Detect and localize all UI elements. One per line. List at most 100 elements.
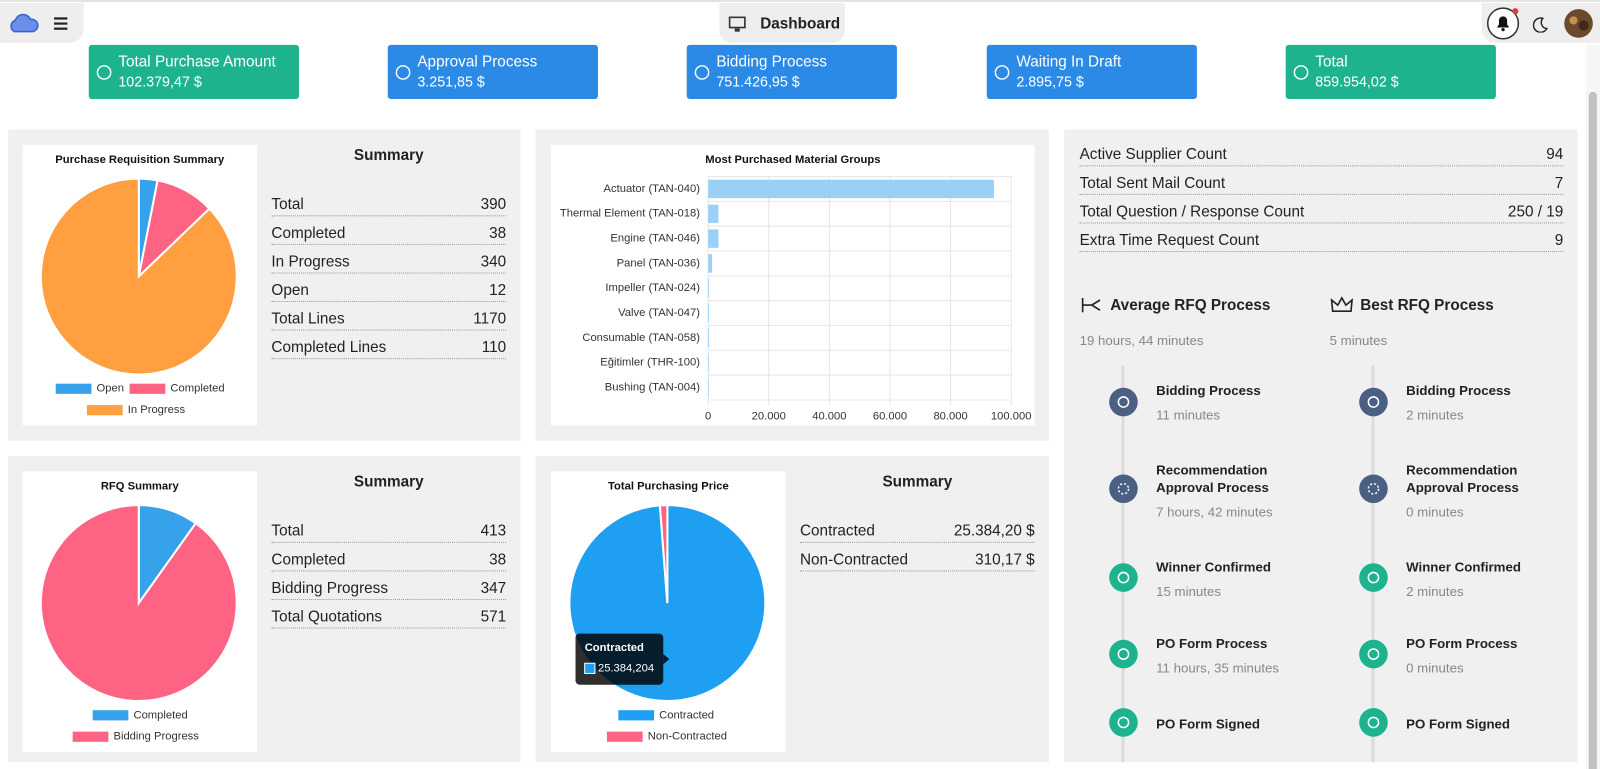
step-icon-circle [1109, 474, 1138, 504]
process-step: Recommendation Approval Process 7 hours, … [1156, 461, 1299, 519]
right-nav [1481, 3, 1600, 43]
summary-label: Completed Lines [271, 338, 387, 357]
bar [708, 254, 713, 273]
chart: RFQ Summary Completed Bidding Progress [22, 471, 258, 753]
tooltip-value: 25.384,204 [598, 662, 654, 674]
step-name: PO Form Process [1406, 635, 1518, 652]
x-tick-label: 80.000 [933, 410, 967, 422]
process-step: PO Form Signed [1156, 715, 1299, 766]
summary-value: 571 [480, 608, 507, 626]
chart-title: RFQ Summary [101, 481, 180, 493]
stat-row: Active Supplier Count 94 [1079, 145, 1564, 167]
tooltip-box [575, 633, 664, 685]
summary-label: Total [271, 522, 304, 540]
process-title: Average RFQ Process [1110, 296, 1271, 315]
step-name: Bidding Process [1406, 382, 1511, 398]
dashboard-icon [728, 16, 746, 32]
kpi-value: 2.895,75 $ [1016, 73, 1084, 90]
step-duration: 0 minutes [1406, 504, 1464, 520]
menu-button[interactable] [53, 16, 69, 30]
step-icon-glyph [1117, 716, 1130, 729]
kpi-card: Bidding Process 751.426,95 $ [686, 44, 897, 99]
step-name: Recommendation Approval Process [1156, 462, 1269, 495]
stat-label: Total Sent Mail Count [1079, 174, 1226, 192]
stat-row: Extra Time Request Count 9 [1079, 231, 1564, 253]
stat-value: 94 [1546, 145, 1564, 164]
process-step: Recommendation Approval Process 0 minutes [1406, 461, 1549, 519]
step-icon-circle [1359, 563, 1388, 592]
summary-label: Total [271, 195, 304, 214]
scrollbar[interactable] [1585, 44, 1600, 769]
tooltip-swatch [584, 662, 596, 674]
step-icon [1359, 708, 1388, 737]
summary-row: Total Lines 1170 [271, 309, 507, 331]
logo[interactable] [8, 11, 39, 35]
kpi-icon [994, 65, 1010, 80]
step-icon-circle [1109, 639, 1138, 669]
stat-label: Total Question / Response Count [1079, 203, 1305, 221]
step-icon-glyph [1117, 482, 1130, 495]
step-duration: 11 minutes [1156, 407, 1221, 423]
step-duration: 2 minutes [1406, 583, 1464, 599]
summary-label: Non-Contracted [799, 551, 909, 569]
legend-swatch [606, 731, 643, 742]
step-icon-circle [1359, 639, 1388, 669]
legend-label: Bidding Progress [113, 731, 199, 743]
step-icon-glyph [1367, 716, 1380, 729]
kpi-icon-shape [694, 65, 710, 80]
pie-slice [39, 177, 238, 376]
legend-label: Open [97, 383, 124, 395]
x-tick-label: 20.000 [752, 410, 786, 422]
summary-row: Completed 38 [271, 550, 507, 572]
bar [708, 353, 709, 372]
y-tick-label: Engine (TAN-046) [610, 233, 700, 245]
summary-label: Total Quotations [271, 608, 383, 626]
step-icon [1359, 639, 1388, 669]
kpi-value: 3.251,85 $ [417, 73, 485, 90]
left-nav [0, 3, 84, 43]
x-tick-label: 100.000 [991, 410, 1032, 422]
kpi-icon [96, 65, 112, 80]
y-tick-label: Bushing (TAN-004) [605, 382, 700, 394]
bar [708, 378, 709, 397]
kpi-icon-shape [395, 65, 411, 80]
summary-value: 340 [480, 253, 507, 271]
step-icon-glyph [1117, 648, 1130, 660]
stat-label: Extra Time Request Count [1079, 231, 1260, 249]
summary-label: In Progress [271, 253, 350, 271]
summary-title: Summary [353, 473, 424, 491]
step-icon [1359, 563, 1388, 592]
step-duration: 7 hours, 42 minutes [1156, 504, 1273, 520]
kpi-label: Approval Process [417, 53, 538, 71]
stat-row: Total Sent Mail Count 7 [1079, 173, 1564, 195]
step-icon [1109, 639, 1138, 669]
summary-label: Completed [271, 224, 346, 242]
user-avatar[interactable] [1563, 8, 1594, 39]
summary-label: Bidding Progress [271, 579, 388, 597]
legend-swatch [129, 383, 166, 394]
legend-label: Contracted [659, 709, 714, 721]
summary-value: 12 [489, 281, 507, 299]
step-duration: 2 minutes [1406, 407, 1464, 423]
notifications-button[interactable] [1486, 6, 1521, 41]
y-tick-label: Actuator (TAN-040) [604, 183, 701, 195]
summary-label: Completed [271, 551, 346, 569]
summary-value: 390 [480, 195, 507, 214]
legend-swatch [618, 710, 655, 721]
step-icon [1359, 474, 1388, 504]
summary-value: 310,17 $ [975, 551, 1035, 569]
summary-value: 38 [489, 224, 507, 242]
step-name: PO Form Signed [1406, 716, 1511, 732]
chart: Purchase Requisition Summary Open Complete… [22, 144, 258, 426]
summary-value: 110 [481, 338, 507, 357]
scrollbar-thumb[interactable] [1588, 91, 1597, 769]
summary-label: Total Lines [271, 310, 345, 328]
legend-swatch [72, 731, 109, 742]
summary-row: Open 12 [271, 281, 507, 303]
step-name: PO Form Process [1156, 635, 1268, 652]
step-name: Recommendation Approval Process [1406, 462, 1519, 495]
summary-row: Completed Lines 110 [271, 338, 507, 360]
theme-toggle[interactable] [1532, 16, 1549, 33]
step-icon-circle [1359, 387, 1388, 417]
kpi-card: Waiting In Draft 2.895,75 $ [986, 44, 1197, 99]
